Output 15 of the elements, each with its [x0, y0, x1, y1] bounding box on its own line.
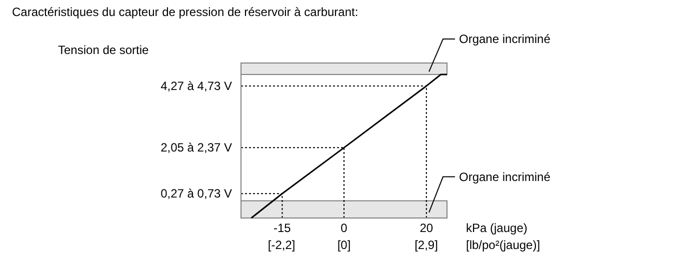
band-label: Organe incriminé — [459, 32, 551, 46]
chart-title: Caractéristiques du capteur de pression de réservoir à carburant: — [12, 5, 358, 19]
x2-tick-label: [0] — [337, 238, 351, 252]
ref-line-label: 4,27 à 4,73 V — [160, 78, 232, 93]
ref-line-label: 0,27 à 0,73 V — [160, 186, 232, 201]
x2-axis-title: [lb/po²(jauge)] — [466, 238, 540, 252]
x-tick-label: -15 — [274, 221, 292, 235]
x-tick-label: 0 — [340, 221, 348, 235]
x-axis-title: kPa (jauge) — [466, 221, 528, 235]
text: Tension de sortie — [58, 43, 150, 57]
x2-tick-label: [2,9] — [414, 238, 438, 252]
x2-tick-label: [-2,2] — [268, 238, 296, 252]
ref-line-label: 2,05 à 2,37 V — [160, 140, 232, 155]
band-label: Organe incriminé — [459, 170, 551, 184]
x-tick-label: 20 — [420, 221, 434, 235]
